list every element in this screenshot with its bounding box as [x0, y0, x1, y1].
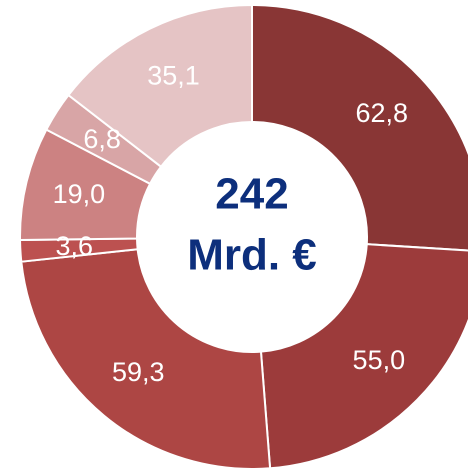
donut-slice — [20, 248, 272, 470]
value-label: 3,6 — [56, 231, 94, 261]
value-label: 55,0 — [353, 345, 406, 375]
donut-slice — [259, 243, 468, 470]
value-label: 59,3 — [112, 357, 165, 387]
value-label: 6,8 — [83, 124, 121, 154]
center-total: 242 — [215, 170, 288, 219]
value-label: 62,8 — [355, 98, 408, 128]
donut-slice — [67, 3, 253, 169]
center-unit: Mrd. € — [187, 231, 317, 280]
donut-slice — [251, 3, 468, 252]
value-label: 35,1 — [147, 60, 200, 90]
value-label: 19,0 — [53, 179, 106, 209]
